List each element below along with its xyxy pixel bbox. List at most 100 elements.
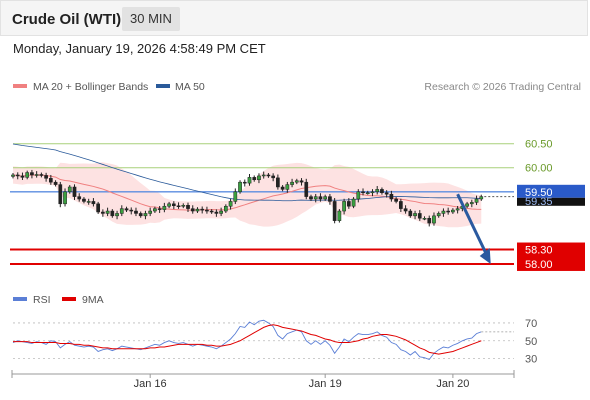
candle bbox=[285, 181, 290, 193]
candle-body bbox=[11, 174, 15, 177]
candle-body bbox=[153, 208, 157, 212]
candle-body bbox=[186, 205, 190, 209]
candle-body bbox=[86, 201, 91, 203]
candle-body bbox=[228, 201, 233, 207]
candle-body bbox=[58, 184, 63, 205]
candle-body bbox=[162, 205, 167, 210]
candle-body bbox=[205, 209, 209, 212]
candle bbox=[403, 205, 408, 214]
candle bbox=[48, 174, 53, 185]
candle-body bbox=[323, 196, 328, 200]
candle bbox=[257, 173, 261, 184]
current-price-label: 59.35 bbox=[525, 196, 553, 208]
candle bbox=[479, 194, 484, 201]
instrument-title: Crude Oil (WTI) bbox=[12, 11, 122, 28]
support-label-box bbox=[517, 242, 585, 271]
candle bbox=[342, 198, 346, 215]
candle bbox=[238, 180, 242, 194]
candle-body bbox=[138, 213, 143, 217]
bollinger-band-fill bbox=[13, 162, 482, 228]
candle-body bbox=[242, 181, 247, 184]
candle-body bbox=[110, 210, 115, 217]
candle bbox=[271, 173, 275, 182]
timeframe-badge[interactable]: 30 MIN bbox=[122, 7, 180, 31]
candle-body bbox=[195, 208, 200, 212]
candle-body bbox=[413, 213, 417, 217]
candle-body bbox=[309, 196, 313, 200]
forecast-arrow-shaft bbox=[456, 193, 489, 256]
candle bbox=[181, 203, 186, 209]
rsi-legend-swatch bbox=[13, 297, 27, 301]
candle-body bbox=[451, 209, 455, 213]
candle-body bbox=[375, 189, 380, 193]
current-price-box bbox=[517, 197, 585, 206]
candle-body bbox=[290, 181, 294, 185]
candle bbox=[233, 188, 238, 205]
support-label-2: 58.00 bbox=[525, 259, 553, 271]
candle-body bbox=[25, 172, 30, 178]
candle bbox=[77, 193, 82, 202]
candle bbox=[138, 211, 143, 218]
candle bbox=[427, 215, 432, 227]
candle-body bbox=[422, 218, 427, 220]
candle-body bbox=[417, 213, 422, 219]
research-credit: Research © 2026 Trading Central bbox=[424, 81, 581, 93]
forecast-arrow-head bbox=[479, 247, 491, 264]
candle bbox=[290, 178, 294, 188]
candle bbox=[58, 181, 63, 208]
rsi-legend-label: RSI bbox=[33, 294, 51, 306]
candle bbox=[451, 208, 455, 214]
candle-body bbox=[408, 210, 413, 217]
candle-body bbox=[384, 192, 389, 195]
candle bbox=[361, 188, 365, 196]
candle bbox=[422, 216, 427, 221]
candle-body bbox=[370, 191, 375, 194]
candle-body bbox=[361, 191, 365, 194]
candle bbox=[39, 172, 44, 178]
candle bbox=[455, 205, 460, 214]
candle-body bbox=[44, 175, 48, 179]
candle-body bbox=[115, 213, 119, 217]
candle-body bbox=[276, 177, 280, 188]
support-label-1: 58.30 bbox=[525, 245, 553, 257]
candle bbox=[389, 190, 394, 202]
candle bbox=[190, 205, 195, 214]
candle-body bbox=[48, 178, 53, 183]
candle-body bbox=[143, 213, 148, 217]
rsi-line bbox=[12, 319, 482, 361]
candle bbox=[328, 193, 332, 205]
candle bbox=[148, 207, 153, 217]
candle bbox=[67, 185, 72, 194]
candle bbox=[20, 172, 25, 181]
candle-body bbox=[39, 174, 44, 176]
candle-body bbox=[63, 191, 67, 205]
candle bbox=[105, 207, 110, 217]
candle bbox=[63, 188, 67, 207]
candle bbox=[294, 178, 299, 185]
candle-body bbox=[257, 175, 261, 181]
candle-body bbox=[394, 198, 398, 202]
candle-body bbox=[91, 201, 96, 205]
rsi-legend: RSI 9MA bbox=[13, 294, 104, 306]
candle bbox=[280, 185, 285, 192]
candle-body bbox=[252, 177, 257, 181]
candle-body bbox=[337, 210, 342, 221]
candle-body bbox=[190, 208, 195, 212]
candle bbox=[34, 171, 39, 178]
price-levels bbox=[10, 143, 514, 265]
candle-body bbox=[342, 201, 346, 212]
candle-body bbox=[30, 172, 34, 176]
candle bbox=[261, 171, 266, 179]
rsi-level-label-30: 30 bbox=[525, 354, 537, 366]
candle bbox=[441, 208, 446, 217]
candle-body bbox=[469, 202, 474, 205]
candle-body bbox=[294, 180, 299, 183]
candle-body bbox=[313, 196, 318, 200]
candle-body bbox=[285, 184, 290, 190]
candle bbox=[44, 172, 48, 182]
candle bbox=[380, 187, 384, 195]
candle bbox=[53, 180, 58, 187]
candle bbox=[309, 194, 313, 201]
candle-body bbox=[72, 186, 77, 197]
